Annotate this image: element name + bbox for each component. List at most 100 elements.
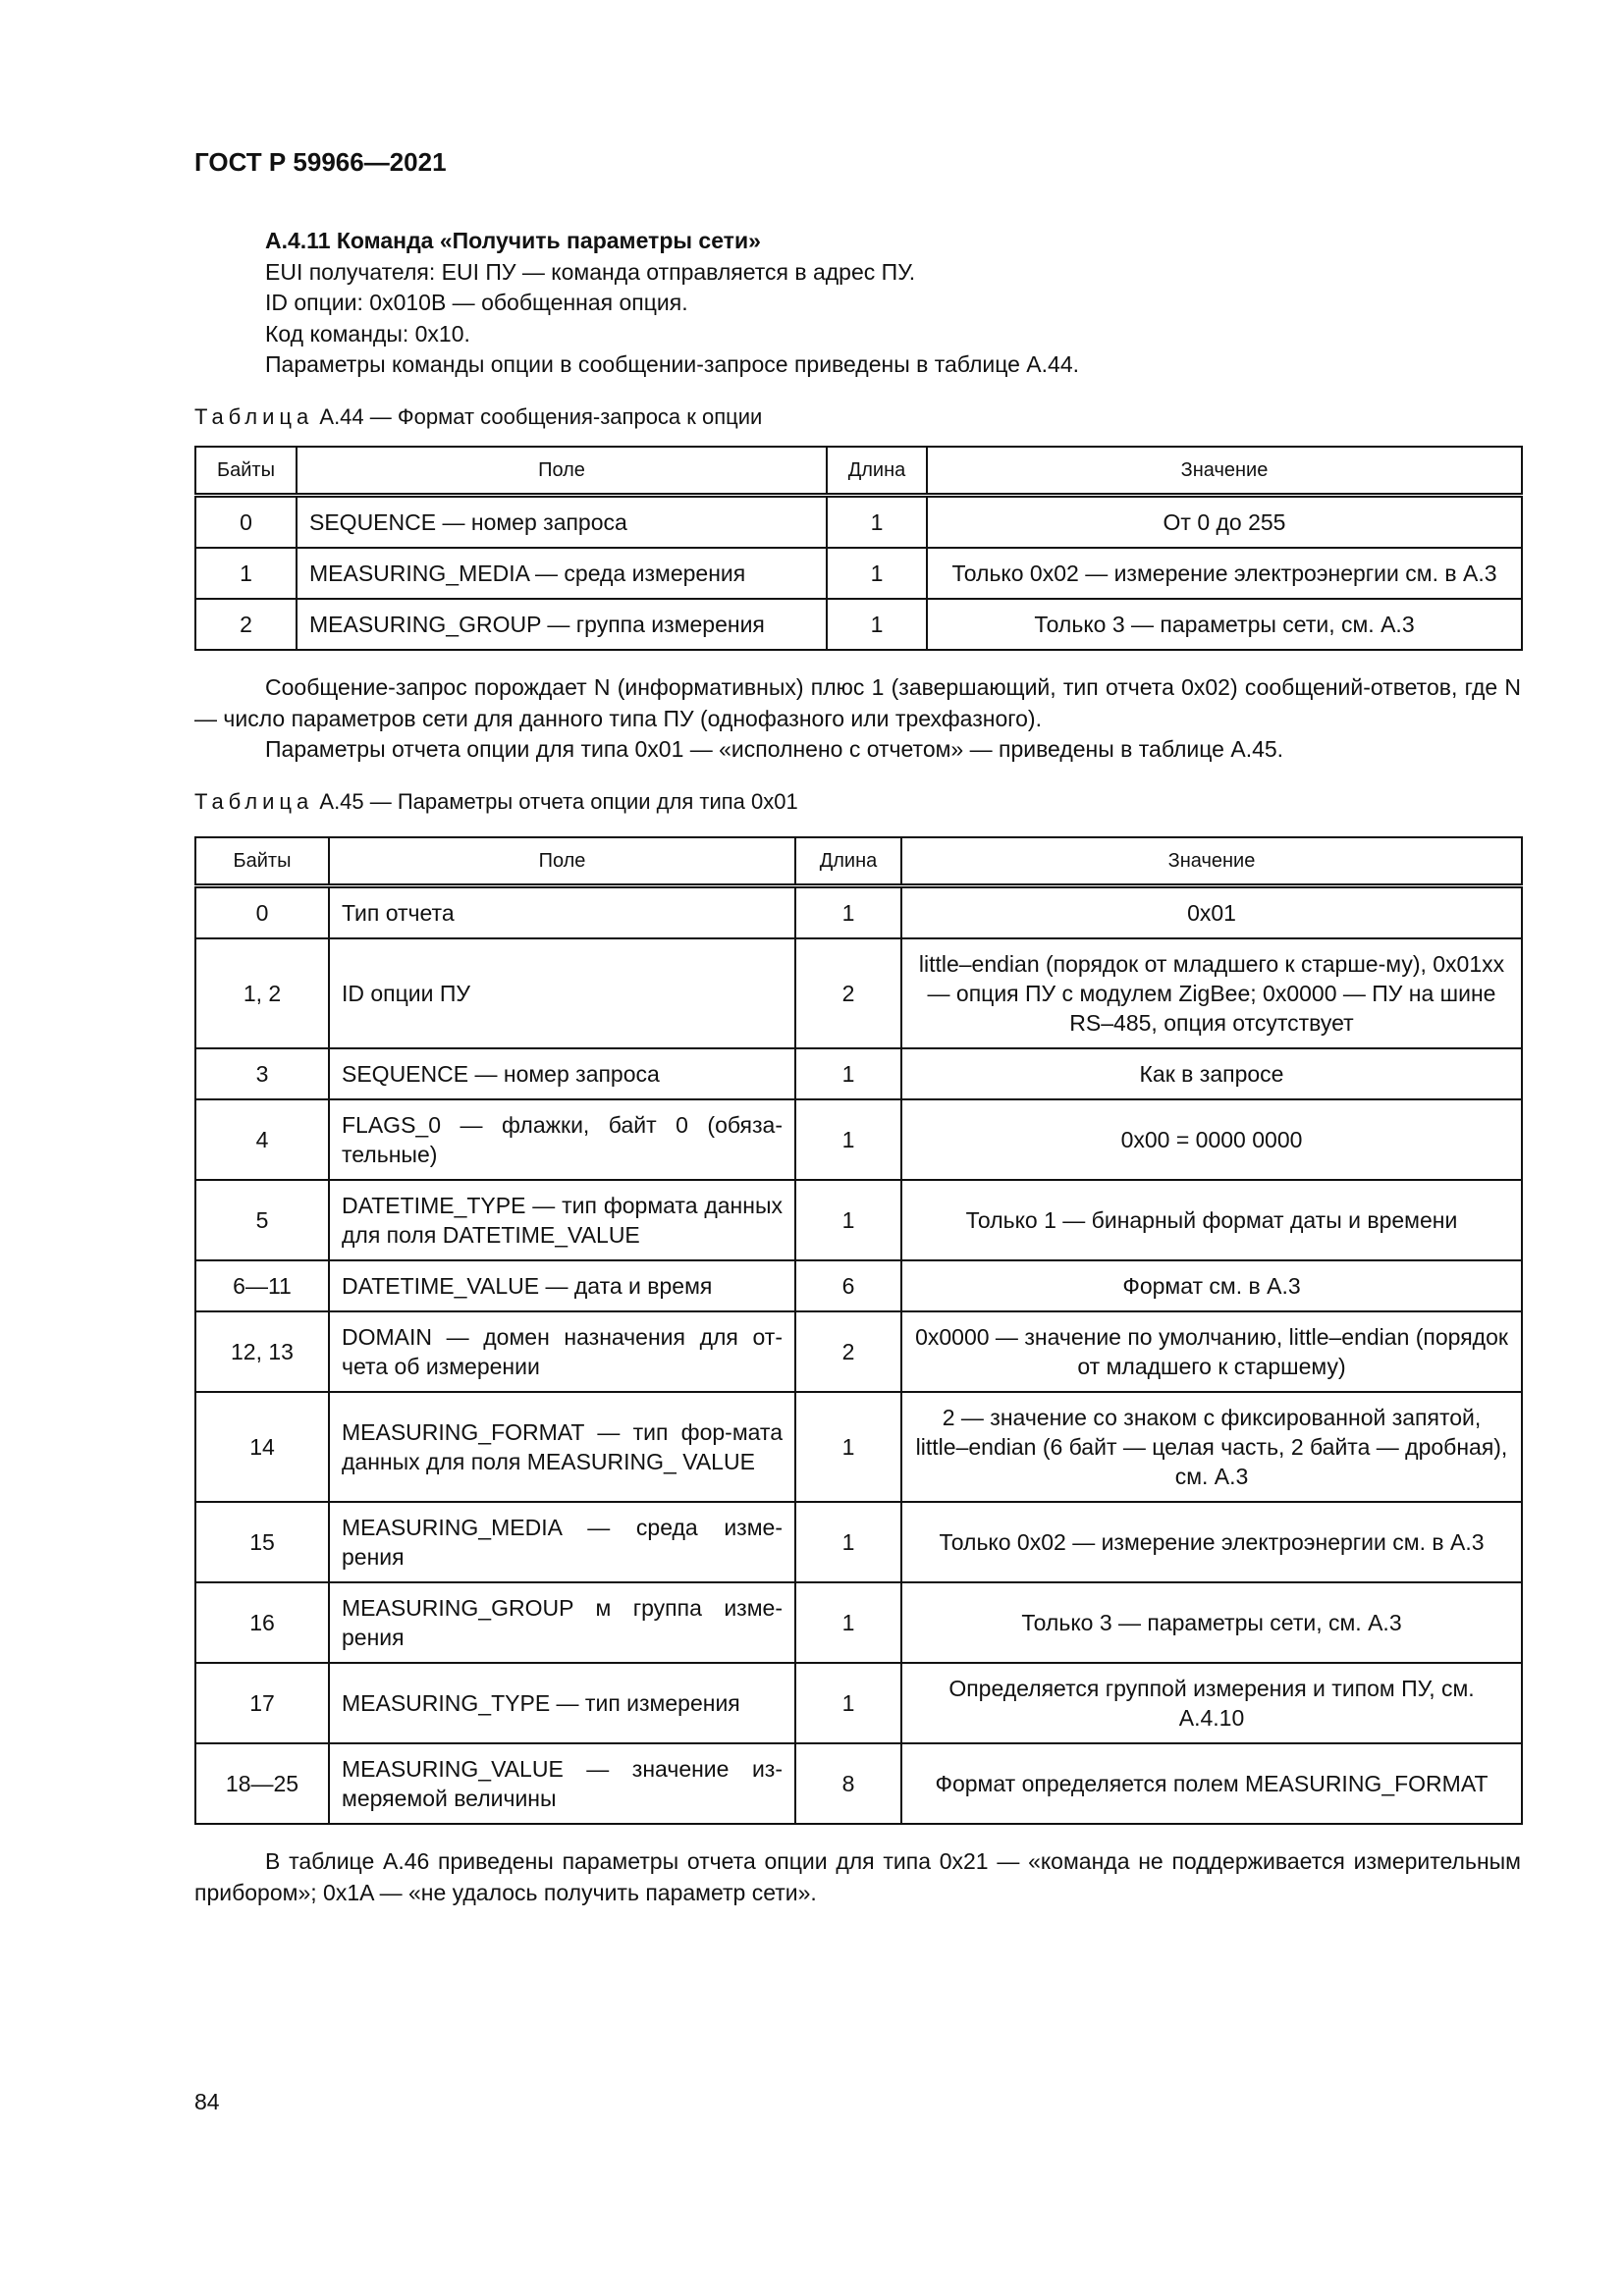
cell-field: DOMAIN — домен назначения для от-чета об…: [328, 1310, 796, 1393]
table-row: 17 MEASURING_TYPE — тип измерения 1 Определ…: [194, 1662, 1523, 1744]
closing-paragraph: В таблице А.46 приведены параметры отчет…: [194, 1846, 1521, 1908]
cell-field: MEASURING_TYPE — тип измерения: [328, 1662, 796, 1744]
table-header-row: Байты Поле Длина Значение: [194, 446, 1523, 498]
page-number: 84: [194, 2089, 220, 2114]
table-row: 16 MEASURING_GROUP м группа изме-рения 1 То…: [194, 1581, 1523, 1664]
cell-bytes: 0: [194, 494, 298, 549]
cell-value: Только 3 — параметры сети, см. А.3: [926, 598, 1523, 651]
table-row: 0 Тип отчета 1 0x01: [194, 884, 1523, 939]
cell-bytes: 17: [194, 1662, 330, 1744]
cell-value: 0x01: [900, 884, 1523, 939]
cell-field: DATETIME_VALUE — дата и время: [328, 1259, 796, 1312]
column-header: Длина: [826, 446, 928, 498]
cell-length: 1: [794, 1098, 902, 1181]
cell-length: 1: [794, 884, 902, 939]
cell-length: 1: [826, 598, 928, 651]
section-line: EUI получателя: EUI ПУ — команда отправл…: [265, 258, 916, 285]
cell-field: MEASURING_GROUP м группа изме-рения: [328, 1581, 796, 1664]
table-row: 0 SEQUENCE — номер запроса 1 От 0 до 255: [194, 494, 1523, 549]
paragraph: Параметры отчета опции для типа 0x01 — «…: [265, 736, 1284, 762]
cell-value: Определяется группой измерения и типом П…: [900, 1662, 1523, 1744]
cell-bytes: 2: [194, 598, 298, 651]
cell-field: SEQUENCE — номер запроса: [328, 1047, 796, 1100]
column-header: Поле: [296, 446, 828, 498]
cell-field: MEASURING_VALUE — значение из-меряемой в…: [328, 1742, 796, 1825]
cell-value: 2 — значение со знаком с фиксированной з…: [900, 1391, 1523, 1503]
table-a45-caption: Таблица А.45 — Параметры отчета опции дл…: [194, 788, 798, 814]
table-row: 1, 2 ID опции ПУ 2 little–endian (порядок о…: [194, 937, 1523, 1049]
column-header: Поле: [328, 836, 796, 888]
column-header: Байты: [194, 836, 330, 888]
cell-length: 6: [794, 1259, 902, 1312]
cell-value: Только 3 — параметры сети, см. А.3: [900, 1581, 1523, 1664]
cell-length: 1: [794, 1179, 902, 1261]
cell-bytes: 1: [194, 547, 298, 600]
column-header: Байты: [194, 446, 298, 498]
table-row: 2 MEASURING_GROUP — группа измерения 1 Толь…: [194, 598, 1523, 651]
cell-value: От 0 до 255: [926, 494, 1523, 549]
column-header: Значение: [926, 446, 1523, 498]
cell-field: Тип отчета: [328, 884, 796, 939]
cell-bytes: 14: [194, 1391, 330, 1503]
cell-field: MEASURING_GROUP — группа измерения: [296, 598, 828, 651]
cell-field: FLAGS_0 — флажки, байт 0 (обяза-тельные): [328, 1098, 796, 1181]
section-line: ID опции: 0x010B — обобщенная опция.: [265, 290, 688, 315]
cell-length: 1: [794, 1501, 902, 1583]
table-row: 1 MEASURING_MEDIA — среда измерения 1 Тольк…: [194, 547, 1523, 600]
cell-value: Как в запросе: [900, 1047, 1523, 1100]
cell-value: 0x00 = 0000 0000: [900, 1098, 1523, 1181]
table-row: 14 MEASURING_FORMAT — тип фор-мата данных…: [194, 1391, 1523, 1503]
table-row: 15 MEASURING_MEDIA — среда изме-рения 1 Тол…: [194, 1501, 1523, 1583]
cell-length: 2: [794, 1310, 902, 1393]
cell-field: DATETIME_TYPE — тип формата данных для п…: [328, 1179, 796, 1261]
cell-bytes: 1, 2: [194, 937, 330, 1049]
section-line: Код команды: 0x10.: [265, 320, 470, 347]
cell-length: 8: [794, 1742, 902, 1825]
cell-value: Формат см. в А.3: [900, 1259, 1523, 1312]
cell-field: MEASURING_FORMAT — тип фор-мата данных д…: [328, 1391, 796, 1503]
cell-bytes: 18—25: [194, 1742, 330, 1825]
table-row: 3 SEQUENCE — номер запроса 1 Как в запросе: [194, 1047, 1523, 1100]
cell-bytes: 15: [194, 1501, 330, 1583]
cell-value: Только 0x02 — измерение электроэнергии с…: [926, 547, 1523, 600]
table-row: 5 DATETIME_TYPE — тип формата данных для …: [194, 1179, 1523, 1261]
cell-length: 1: [794, 1047, 902, 1100]
cell-length: 1: [794, 1581, 902, 1664]
section-a-4-11: А.4.11 Команда «Получить параметры сети»…: [194, 226, 1521, 432]
section-line: Параметры команды опции в сообщении-запр…: [265, 351, 1080, 377]
table-header-row: Байты Поле Длина Значение: [194, 836, 1523, 888]
mid-paragraphs: Сообщение-запрос порождает N (информатив…: [194, 672, 1521, 817]
cell-length: 1: [826, 494, 928, 549]
table-a44: Байты Поле Длина Значение 0 SEQUENCE — но…: [194, 446, 1523, 651]
cell-bytes: 3: [194, 1047, 330, 1100]
table-a44-caption: Таблица А.44 — Формат сообщения-запроса …: [194, 403, 763, 429]
column-header: Значение: [900, 836, 1523, 888]
table-row: 12, 13 DOMAIN — домен назначения для от-ч…: [194, 1310, 1523, 1393]
cell-length: 1: [794, 1662, 902, 1744]
cell-field: ID опции ПУ: [328, 937, 796, 1049]
section-heading: А.4.11 Команда «Получить параметры сети»: [265, 228, 761, 253]
cell-bytes: 16: [194, 1581, 330, 1664]
cell-field: MEASURING_MEDIA — среда измерения: [296, 547, 828, 600]
cell-value: Только 1 — бинарный формат даты и времен…: [900, 1179, 1523, 1261]
document-header: ГОСТ Р 59966—2021: [194, 147, 447, 177]
cell-bytes: 4: [194, 1098, 330, 1181]
cell-value: Только 0x02 — измерение электроэнергии с…: [900, 1501, 1523, 1583]
paragraph: В таблице А.46 приведены параметры отчет…: [194, 1848, 1521, 1905]
column-header: Длина: [794, 836, 902, 888]
cell-length: 1: [826, 547, 928, 600]
table-row: 4 FLAGS_0 — флажки, байт 0 (обяза-тельные…: [194, 1098, 1523, 1181]
cell-bytes: 6—11: [194, 1259, 330, 1312]
cell-length: 1: [794, 1391, 902, 1503]
cell-field: MEASURING_MEDIA — среда изме-рения: [328, 1501, 796, 1583]
table-a45: Байты Поле Длина Значение 0 Тип отчета 1 0x…: [194, 836, 1523, 1825]
cell-length: 2: [794, 937, 902, 1049]
cell-bytes: 12, 13: [194, 1310, 330, 1393]
cell-value: little–endian (порядок от младшего к ста…: [900, 937, 1523, 1049]
cell-bytes: 5: [194, 1179, 330, 1261]
cell-bytes: 0: [194, 884, 330, 939]
cell-value: Формат определяется полем MEASURING_FORM…: [900, 1742, 1523, 1825]
cell-field: SEQUENCE — номер запроса: [296, 494, 828, 549]
table-row: 18—25 MEASURING_VALUE — значение из-меряе…: [194, 1742, 1523, 1825]
table-row: 6—11 DATETIME_VALUE — дата и время 6 Формат…: [194, 1259, 1523, 1312]
